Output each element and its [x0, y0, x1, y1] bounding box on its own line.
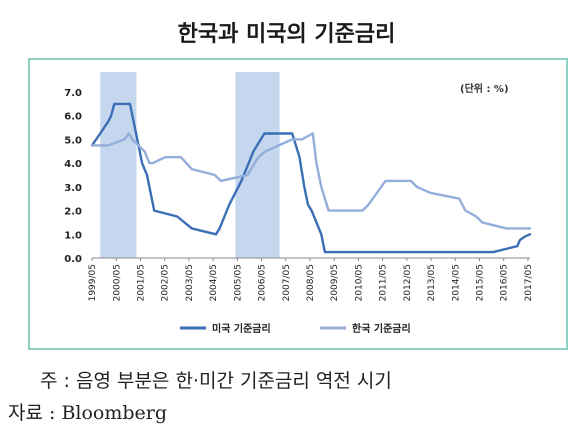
x-tick-label: 2004/05 [209, 264, 219, 301]
y-tick-label: 2.0 [64, 207, 82, 218]
x-tick-label: 2010/05 [354, 264, 364, 301]
chart-frame: 0.0 1.0 2.0 3.0 4.0 5.0 6.0 7.0 1999/05 2000/05 20… [28, 58, 568, 350]
x-tick-label: 2008/05 [306, 264, 316, 301]
x-tick-label: 2002/05 [161, 264, 171, 301]
x-tick-label: 2017/05 [524, 264, 534, 301]
legend-label: 한국 기준금리 [352, 322, 411, 335]
y-tick-label: 3.0 [64, 183, 82, 194]
footnote: 주 : 음영 부분은 한·미간 기준금리 역전 시기 [40, 370, 392, 392]
kr-rate-line [90, 132, 532, 230]
x-tick-label: 2011/05 [379, 264, 389, 301]
x-tick-label: 2005/05 [233, 264, 243, 301]
y-tick-label: 0.0 [64, 254, 82, 265]
x-tick-label: 2003/05 [185, 264, 195, 301]
y-tick-label: 6.0 [64, 112, 82, 123]
x-tick-label: 2009/05 [330, 264, 340, 301]
legend: 미국 기준금리 한국 기준금리 [180, 322, 411, 335]
source-note: 자료 : Bloomberg [8, 402, 168, 424]
x-tick-label: 2007/05 [282, 264, 292, 301]
shaded-period-2 [235, 72, 280, 258]
x-tick-label: 2000/05 [112, 264, 122, 301]
x-tick-label: 2001/05 [137, 264, 147, 301]
x-tick-label: 2012/05 [403, 264, 413, 301]
y-tick-label: 5.0 [64, 135, 82, 146]
chart-title: 한국과 미국의 기준금리 [177, 22, 396, 47]
line-chart: 0.0 1.0 2.0 3.0 4.0 5.0 6.0 7.0 1999/05 2000/05 20… [64, 72, 534, 335]
axis-layer: 0.0 1.0 2.0 3.0 4.0 5.0 6.0 7.0 1999/05 2000/05 20… [64, 88, 534, 301]
x-tick-label: 2014/05 [451, 264, 461, 301]
y-tick-label: 4.0 [64, 159, 82, 170]
x-tick-label: 1999/05 [88, 264, 98, 301]
x-tick-label: 2006/05 [258, 264, 268, 301]
x-tick-label: 2015/05 [475, 264, 485, 301]
shaded-period-1 [100, 72, 137, 258]
unit-note: (단위 : %) [460, 82, 509, 95]
legend-label: 미국 기준금리 [212, 322, 271, 335]
series-layer [90, 102, 532, 254]
x-tick-label: 2016/05 [500, 264, 510, 301]
y-tick-label: 1.0 [64, 230, 82, 241]
y-tick-label: 7.0 [64, 88, 82, 99]
x-tick-label: 2013/05 [427, 264, 437, 301]
us-rate-line [90, 102, 532, 254]
